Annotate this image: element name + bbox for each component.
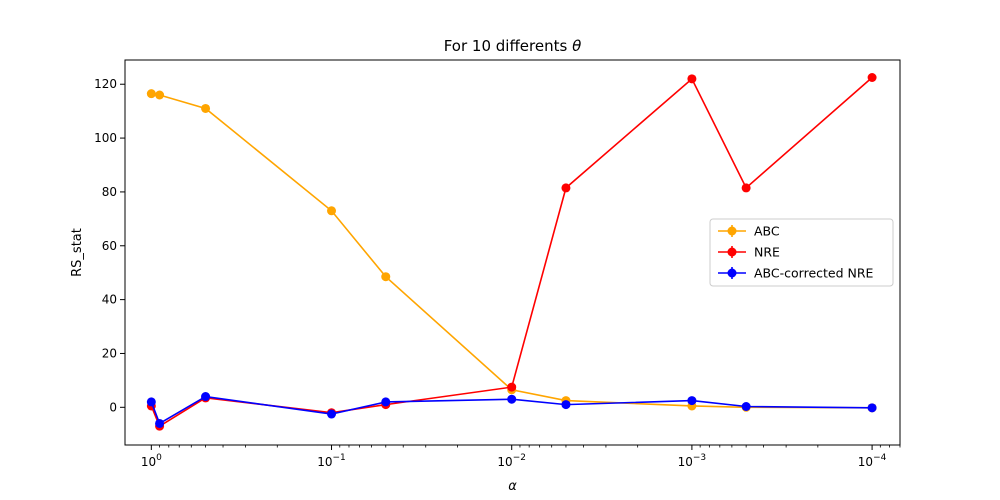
- chart-title: For 10 differents θ: [444, 37, 582, 55]
- data-point: [155, 90, 165, 100]
- x-tick-label: 10−3: [678, 453, 707, 469]
- data-point: [507, 394, 517, 404]
- y-tick-label: 60: [102, 239, 117, 253]
- legend-box: [709, 218, 894, 287]
- data-point: [741, 402, 751, 411]
- x-tick-label: 100: [141, 453, 162, 469]
- series-line: [150, 76, 873, 428]
- x-axis-label: α: [508, 479, 517, 494]
- series-abc-corrected-nre: [146, 392, 877, 428]
- data-point: [381, 397, 391, 407]
- data-point: [687, 74, 697, 84]
- data-point: [867, 403, 877, 413]
- y-tick-label: 40: [102, 293, 117, 307]
- legend-marker: [727, 247, 737, 257]
- series-layer: [146, 73, 877, 431]
- y-axis: 0 20 40 60 80 100 120: [94, 77, 125, 414]
- data-point: [687, 396, 697, 406]
- y-tick-label: 0: [109, 400, 117, 414]
- x-axis: 100 10−1 10−2 10−3 10−4: [141, 445, 901, 469]
- data-point: [507, 382, 517, 392]
- x-tick-label: 10−2: [497, 453, 526, 469]
- legend-item: NRE: [718, 245, 780, 260]
- data-point: [561, 183, 571, 193]
- legend-marker: [727, 268, 737, 278]
- x-tick-label: 10−1: [317, 453, 346, 469]
- data-point: [327, 409, 337, 419]
- legend-item: ABC: [718, 224, 780, 239]
- data-point: [155, 418, 165, 428]
- y-tick-label: 80: [102, 185, 117, 199]
- data-point: [201, 392, 211, 402]
- legend: ABC NRE ABC-corrected NRE: [709, 218, 894, 287]
- data-point: [327, 206, 337, 216]
- y-tick-label: 20: [102, 346, 117, 360]
- data-point: [741, 183, 751, 193]
- legend-label: NRE: [754, 245, 780, 260]
- y-axis-label: RS_stat: [70, 228, 85, 277]
- legend-label: ABC-corrected NRE: [754, 266, 874, 281]
- series-line: [151, 92, 873, 409]
- legend-marker: [727, 226, 737, 236]
- data-point: [867, 73, 877, 82]
- legend-item: ABC-corrected NRE: [718, 266, 874, 281]
- x-tick-label: 10−4: [858, 453, 887, 469]
- y-tick-label: 120: [94, 77, 117, 91]
- data-point: [146, 89, 156, 99]
- series-line: [150, 395, 873, 425]
- data-point: [381, 272, 391, 282]
- plot-area: [124, 59, 901, 446]
- plot-frame: [124, 59, 901, 446]
- data-point: [561, 400, 571, 410]
- y-tick-label: 100: [94, 131, 117, 145]
- legend-label: ABC: [754, 224, 780, 239]
- data-point: [146, 397, 156, 407]
- data-point: [201, 103, 211, 113]
